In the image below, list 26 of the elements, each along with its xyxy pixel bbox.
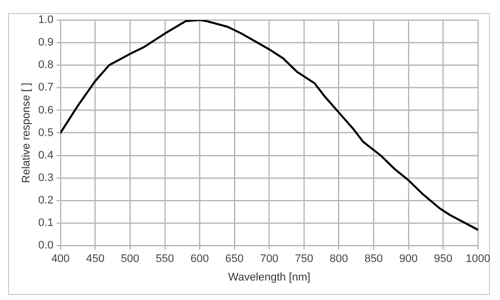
x-tick-label: 900	[399, 253, 418, 266]
y-tick-label: 0.7	[38, 82, 54, 94]
y-tick-label: 1.0	[38, 14, 54, 26]
x-tick-label: 750	[294, 253, 314, 266]
y-tick-label: 0.3	[38, 172, 54, 184]
y-axis-title: Relative response [ ]	[20, 82, 33, 183]
y-tick-label: 0.2	[38, 194, 54, 207]
x-tick-label: 450	[86, 253, 104, 266]
x-tick-label: 500	[120, 253, 140, 266]
x-tick-label: 700	[260, 253, 278, 266]
y-tick-label: 0.1	[38, 217, 54, 230]
x-tick-label: 850	[364, 253, 383, 266]
y-tick-label: 0.4	[38, 149, 54, 162]
x-tick-label: 1000	[466, 253, 490, 266]
y-tick-label: 0.8	[38, 59, 54, 72]
x-tick-label: 400	[51, 253, 70, 266]
y-tick-label: 0.9	[38, 36, 54, 49]
y-tick-label: 0.5	[38, 126, 54, 139]
x-axis-title: Wavelength [nm]	[228, 271, 310, 284]
y-tick-label: 0.6	[38, 104, 54, 116]
y-tick-label: 0.0	[38, 240, 54, 252]
x-tick-label: 800	[330, 253, 348, 266]
x-tick-label: 950	[434, 253, 452, 266]
x-tick-label: 650	[225, 253, 244, 266]
x-tick-label: 600	[190, 253, 209, 266]
x-tick-label: 550	[156, 253, 174, 266]
